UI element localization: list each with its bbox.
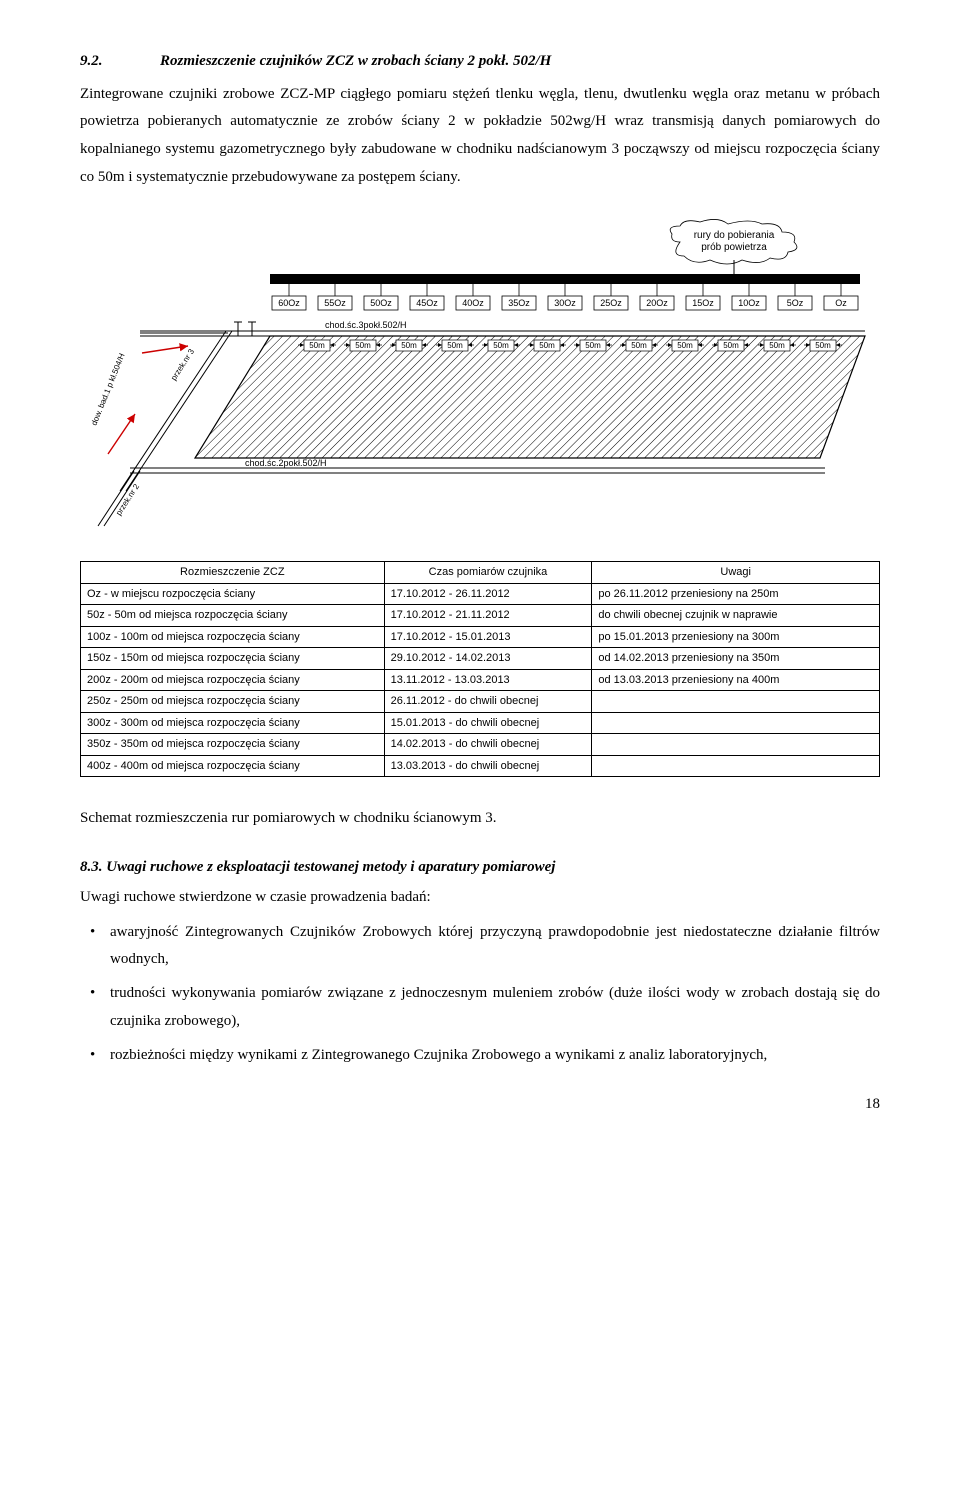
subsection-heading: 8.3. Uwagi ruchowe z eksploatacji testow…	[80, 856, 880, 879]
table-cell	[592, 734, 880, 756]
section-title: Rozmieszczenie czujników ZCZ w zrobach ś…	[160, 50, 551, 73]
list-item: awaryjność Zintegrowanych Czujników Zrob…	[110, 919, 880, 975]
table-cell: 350z - 350m od miejsca rozpoczęcia ścian…	[81, 734, 385, 756]
intro-paragraph: Zintegrowane czujniki zrobowe ZCZ-MP cią…	[80, 81, 880, 192]
svg-text:50m: 50m	[447, 341, 463, 350]
svg-text:50m: 50m	[723, 341, 739, 350]
subsection-number: 8.3.	[80, 859, 103, 875]
svg-text:50m: 50m	[677, 341, 693, 350]
bullets-intro: Uwagi ruchowe stwierdzone w czasie prowa…	[80, 886, 880, 909]
svg-text:20Oz: 20Oz	[646, 298, 668, 308]
table-cell: 15.01.2013 - do chwili obecnej	[384, 712, 592, 734]
bullet-list: awaryjność Zintegrowanych Czujników Zrob…	[80, 919, 880, 1070]
subsection-title: Uwagi ruchowe z eksploatacji testowanej …	[106, 859, 555, 875]
sensor-layout-diagram: rury do pobierania prób powietrza 60Oz 55…	[80, 216, 880, 554]
table-cell	[592, 712, 880, 734]
table-row: 250z - 250m od miejsca rozpoczęcia ścian…	[81, 691, 880, 713]
table-cell: 13.03.2013 - do chwili obecnej	[384, 755, 592, 777]
table-cell: od 14.02.2013 przeniesiony na 350m	[592, 648, 880, 670]
table-cell: 300z - 300m od miejsca rozpoczęcia ścian…	[81, 712, 385, 734]
table-header-row: Rozmieszczenie ZCZ Czas pomiarów czujnik…	[81, 562, 880, 584]
red-arrow-icon	[108, 414, 135, 454]
svg-text:50m: 50m	[493, 341, 509, 350]
table-cell: do chwili obecnej czujnik w naprawie	[592, 605, 880, 627]
svg-text:50m: 50m	[815, 341, 831, 350]
gob-area	[195, 336, 865, 458]
table-cell: 250z - 250m od miejsca rozpoczęcia ścian…	[81, 691, 385, 713]
table-row: 300z - 300m od miejsca rozpoczęcia ścian…	[81, 712, 880, 734]
table-cell: 17.10.2012 - 15.01.2013	[384, 626, 592, 648]
pipe-label-1: rury do pobierania	[694, 230, 775, 241]
table-cell: 26.11.2012 - do chwili obecnej	[384, 691, 592, 713]
table-cell: po 15.01.2013 przeniesiony na 300m	[592, 626, 880, 648]
svg-text:50m: 50m	[585, 341, 601, 350]
svg-text:50m: 50m	[355, 341, 371, 350]
svg-text:50Oz: 50Oz	[370, 298, 392, 308]
chod-top-label: chod.śc.3pokł.502/H	[325, 320, 407, 330]
svg-text:Oz: Oz	[835, 298, 847, 308]
red-arrow-icon	[142, 346, 188, 353]
svg-text:40Oz: 40Oz	[462, 298, 484, 308]
table-cell: 14.02.2013 - do chwili obecnej	[384, 734, 592, 756]
table-cell: 13.11.2012 - 13.03.2013	[384, 669, 592, 691]
table-row: Oz - w miejscu rozpoczęcia ściany17.10.2…	[81, 583, 880, 605]
svg-text:60Oz: 60Oz	[278, 298, 300, 308]
section-heading: 9.2. Rozmieszczenie czujników ZCZ w zrob…	[80, 50, 880, 73]
table-cell: 200z - 200m od miejsca rozpoczęcia ścian…	[81, 669, 385, 691]
diagram-caption: Schemat rozmieszczenia rur pomiarowych w…	[80, 807, 880, 830]
svg-text:50m: 50m	[539, 341, 555, 350]
pipe-bar	[270, 274, 860, 284]
svg-text:50m: 50m	[401, 341, 417, 350]
svg-text:50m: 50m	[309, 341, 325, 350]
sensor-table: Rozmieszczenie ZCZ Czas pomiarów czujnik…	[80, 561, 880, 777]
table-row: 200z - 200m od miejsca rozpoczęcia ścian…	[81, 669, 880, 691]
table-cell: 100z - 100m od miejsca rozpoczęcia ścian…	[81, 626, 385, 648]
table-cell	[592, 691, 880, 713]
svg-text:30Oz: 30Oz	[554, 298, 576, 308]
pipe-label-2: prób powietrza	[701, 242, 767, 253]
svg-text:15Oz: 15Oz	[692, 298, 714, 308]
table-cell: 17.10.2012 - 21.11.2012	[384, 605, 592, 627]
list-item: trudności wykonywania pomiarów związane …	[110, 980, 880, 1036]
svg-text:45Oz: 45Oz	[416, 298, 438, 308]
table-header: Czas pomiarów czujnika	[384, 562, 592, 584]
table-cell: 17.10.2012 - 26.11.2012	[384, 583, 592, 605]
table-header: Uwagi	[592, 562, 880, 584]
dow-label: dow. bad.1 p kł.504/H	[90, 351, 127, 426]
table-cell: 150z - 150m od miejsca rozpoczęcia ścian…	[81, 648, 385, 670]
table-cell: po 26.11.2012 przeniesiony na 250m	[592, 583, 880, 605]
svg-text:5Oz: 5Oz	[787, 298, 804, 308]
table-cell: 400z - 400m od miejsca rozpoczęcia ścian…	[81, 755, 385, 777]
table-row: 400z - 400m od miejsca rozpoczęcia ścian…	[81, 755, 880, 777]
svg-text:50m: 50m	[631, 341, 647, 350]
table-cell: Oz - w miejscu rozpoczęcia ściany	[81, 583, 385, 605]
table-cell	[592, 755, 880, 777]
table-cell: od 13.03.2013 przeniesiony na 400m	[592, 669, 880, 691]
table-cell: 29.10.2012 - 14.02.2013	[384, 648, 592, 670]
table-cell: 50z - 50m od miejsca rozpoczęcia ściany	[81, 605, 385, 627]
svg-text:50m: 50m	[769, 341, 785, 350]
chod-bot-label: chod.śc.2pokł.502/H	[245, 458, 327, 468]
svg-text:55Oz: 55Oz	[324, 298, 346, 308]
page-number: 18	[80, 1093, 880, 1116]
list-item: rozbieżności między wynikami z Zintegrow…	[110, 1042, 880, 1070]
table-row: 50z - 50m od miejsca rozpoczęcia ściany1…	[81, 605, 880, 627]
przek3-label: przek.nr 3	[169, 346, 196, 381]
table-row: 100z - 100m od miejsca rozpoczęcia ścian…	[81, 626, 880, 648]
svg-text:25Oz: 25Oz	[600, 298, 622, 308]
svg-text:10Oz: 10Oz	[738, 298, 760, 308]
table-row: 350z - 350m od miejsca rozpoczęcia ścian…	[81, 734, 880, 756]
table-row: 150z - 150m od miejsca rozpoczęcia ścian…	[81, 648, 880, 670]
section-number: 9.2.	[80, 50, 160, 73]
przek2-label: przek.nr 2	[114, 481, 141, 516]
svg-text:35Oz: 35Oz	[508, 298, 530, 308]
table-header: Rozmieszczenie ZCZ	[81, 562, 385, 584]
oz-labels-row: 60Oz 55Oz 50Oz 45Oz 40Oz 35Oz 30Oz 25Oz 20Oz 15Oz…	[272, 284, 858, 310]
